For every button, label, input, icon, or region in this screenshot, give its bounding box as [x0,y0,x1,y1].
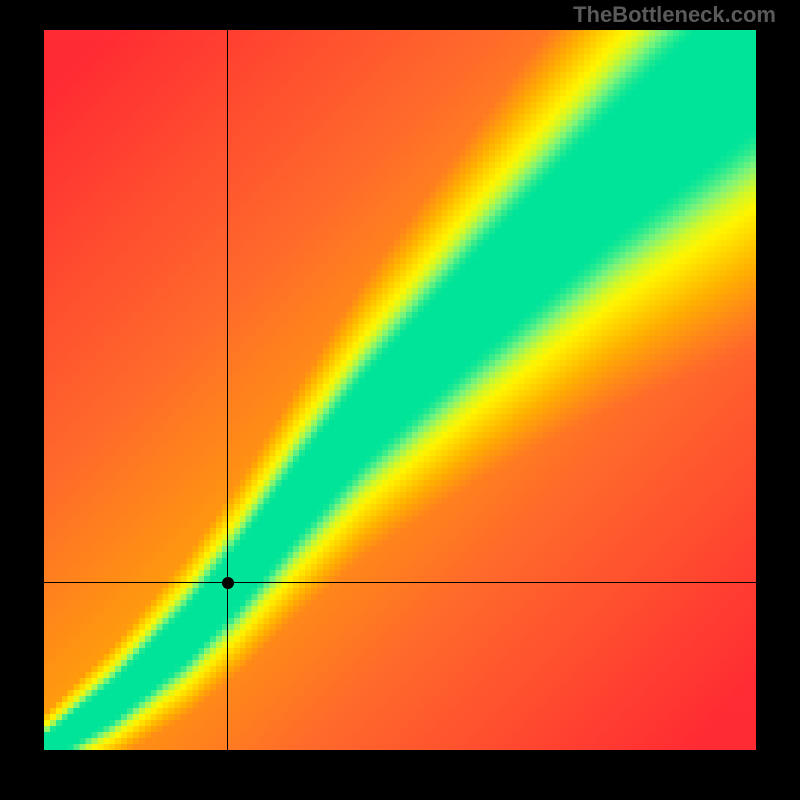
crosshair-vertical [227,30,228,750]
crosshair-horizontal [44,582,756,583]
crosshair-marker [222,577,234,589]
heatmap-plot [44,30,756,750]
watermark-text: TheBottleneck.com [573,2,776,28]
heatmap-canvas [44,30,756,750]
